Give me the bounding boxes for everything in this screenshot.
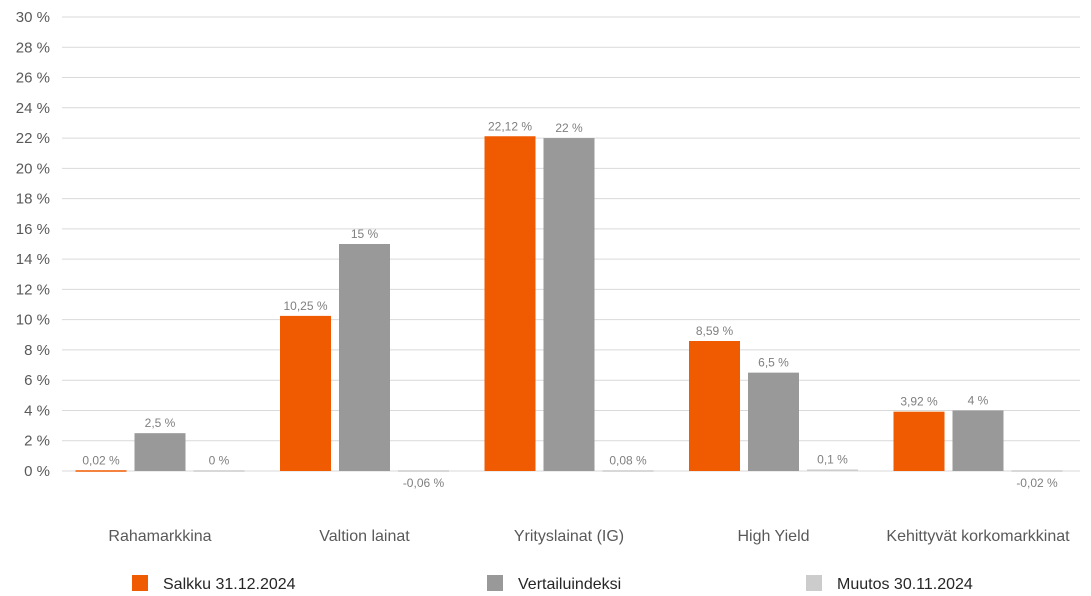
- bar: [689, 341, 740, 471]
- data-label: 0,02 %: [82, 453, 120, 467]
- data-label: -0,06 %: [403, 476, 445, 490]
- bar: [807, 469, 858, 471]
- bar: [280, 315, 331, 471]
- bar: [543, 138, 595, 472]
- data-label: 8,59 %: [696, 324, 734, 338]
- bar: [75, 470, 127, 472]
- data-labels: 0,02 % 2,5 % 0 % 10,25 % 15 % -0,06 % 22,12 % 2…: [82, 119, 1058, 490]
- legend: Salkku 31.12.2024 Vertailuindeksi Muutos 3…: [132, 575, 973, 593]
- bar: [748, 372, 799, 471]
- bar: [893, 411, 945, 471]
- y-tick-label: 4 %: [24, 402, 50, 419]
- legend-swatch: [132, 575, 148, 591]
- x-axis-category-labels: Rahamarkkina Valtion lainat Yrityslainat (…: [108, 528, 1070, 545]
- data-label: 6,5 %: [758, 356, 789, 370]
- data-label: 4 %: [968, 393, 989, 407]
- y-axis-tick-labels: 0 % 2 % 4 % 6 % 8 % 10 % 12 % 14 % 16 % 18 % 20 % 2…: [16, 9, 50, 480]
- bar: [484, 136, 536, 471]
- y-tick-label: 10 %: [16, 312, 50, 329]
- data-label: 22,12 %: [488, 119, 532, 133]
- legend-label: Vertailuindeksi: [518, 576, 621, 593]
- data-label: 3,92 %: [900, 395, 938, 409]
- bar: [602, 470, 654, 472]
- category-label: Yrityslainat (IG): [514, 528, 624, 545]
- category-label: Kehittyvät korkomarkkinat: [886, 528, 1070, 545]
- y-tick-label: 12 %: [16, 281, 50, 298]
- bar: [134, 433, 186, 471]
- y-tick-label: 0 %: [24, 463, 50, 480]
- data-label: 0,08 %: [609, 453, 647, 467]
- bar: [952, 410, 1004, 471]
- bar: [1011, 470, 1063, 472]
- y-tick-label: 28 %: [16, 39, 50, 56]
- category-label: Rahamarkkina: [108, 528, 211, 545]
- data-label: 15 %: [351, 227, 379, 241]
- y-tick-label: 30 %: [16, 9, 50, 26]
- bar: [398, 470, 449, 472]
- y-tick-label: 8 %: [24, 342, 50, 359]
- legend-swatch: [806, 575, 822, 591]
- y-tick-label: 24 %: [16, 100, 50, 117]
- y-tick-label: 22 %: [16, 130, 50, 147]
- y-tick-label: 26 %: [16, 70, 50, 87]
- bar: [339, 244, 390, 471]
- y-tick-label: 2 %: [24, 433, 50, 450]
- y-tick-label: 20 %: [16, 160, 50, 177]
- data-label: 10,25 %: [283, 299, 327, 313]
- category-label: Valtion lainat: [319, 528, 410, 545]
- legend-label: Salkku 31.12.2024: [163, 576, 296, 593]
- y-tick-label: 18 %: [16, 191, 50, 208]
- category-label: High Yield: [737, 528, 809, 545]
- data-label: 22 %: [555, 121, 583, 135]
- y-tick-label: 6 %: [24, 372, 50, 389]
- data-label: 0 %: [209, 453, 230, 467]
- data-label: -0,02 %: [1016, 476, 1058, 490]
- y-tick-label: 14 %: [16, 251, 50, 268]
- data-label: 0,1 %: [817, 452, 848, 466]
- data-label: 2,5 %: [145, 416, 176, 430]
- y-tick-label: 16 %: [16, 221, 50, 238]
- bar: [193, 470, 245, 472]
- legend-swatch: [487, 575, 503, 591]
- legend-label: Muutos 30.11.2024: [837, 576, 973, 593]
- bars: [75, 136, 1063, 472]
